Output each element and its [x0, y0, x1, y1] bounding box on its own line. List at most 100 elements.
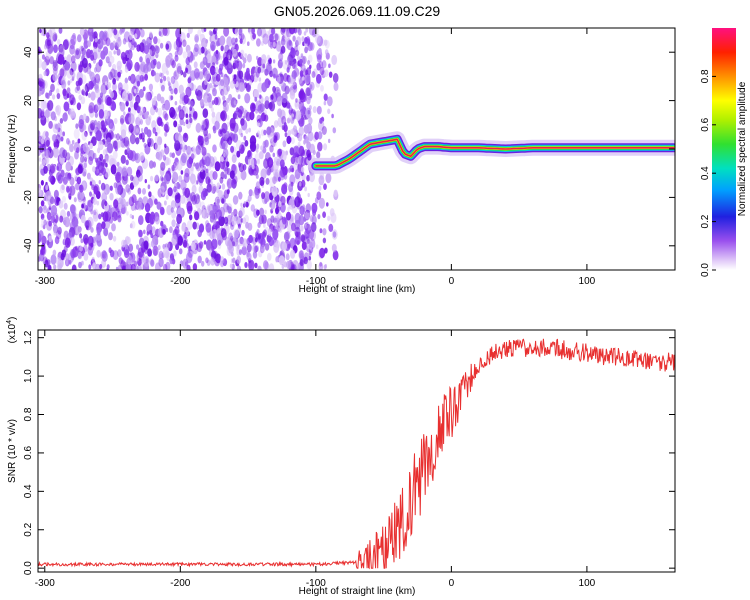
noise-cell — [113, 69, 119, 78]
noise-cell — [111, 63, 117, 72]
noise-cell — [215, 49, 219, 55]
noise-cell — [94, 112, 98, 118]
noise-cell — [226, 178, 233, 189]
noise-cell — [252, 191, 255, 196]
noise-cell — [188, 166, 194, 175]
noise-cell — [83, 244, 88, 253]
noise-cell — [162, 28, 168, 36]
noise-cell — [55, 257, 61, 265]
noise-cell — [304, 210, 310, 220]
noise-cell — [70, 61, 77, 72]
noise-cell — [73, 141, 80, 153]
noise-cell — [148, 191, 152, 198]
noise-cell — [309, 84, 313, 90]
noise-cell — [212, 203, 218, 213]
noise-cell — [84, 220, 90, 229]
noise-cell — [83, 237, 89, 246]
noise-cell — [76, 102, 82, 111]
noise-cell — [63, 101, 70, 112]
noise-cell — [257, 265, 262, 270]
noise-cell — [215, 197, 220, 206]
noise-cell — [317, 141, 323, 152]
noise-cell — [38, 133, 41, 142]
noise-cell — [273, 135, 278, 143]
noise-cell — [294, 196, 301, 208]
noise-cell — [103, 228, 109, 237]
noise-cell — [192, 221, 197, 230]
noise-cell — [215, 96, 221, 106]
noise-cell — [172, 79, 179, 91]
noise-cell — [51, 134, 56, 142]
noise-cell — [152, 127, 157, 134]
noise-cell — [245, 221, 250, 229]
noise-cell — [148, 214, 155, 225]
spectrogram-x-tick-label: 0 — [449, 276, 455, 287]
noise-cell — [297, 28, 302, 36]
noise-cell — [89, 181, 93, 186]
noise-cell — [166, 70, 169, 76]
noise-cell — [109, 192, 114, 201]
noise-cell — [286, 67, 290, 73]
noise-cell — [198, 43, 201, 49]
noise-cell — [295, 49, 300, 57]
noise-cell — [331, 243, 337, 253]
noise-cell — [328, 71, 333, 78]
noise-cell — [244, 75, 247, 81]
noise-cell — [142, 137, 145, 143]
noise-cell — [126, 236, 131, 245]
noise-cell — [221, 183, 226, 190]
noise-cell — [50, 83, 55, 93]
noise-cell — [56, 162, 63, 172]
noise-cell — [223, 152, 226, 158]
noise-cell — [101, 192, 108, 203]
noise-cell — [117, 215, 122, 223]
noise-cell — [190, 148, 197, 160]
noise-cell — [88, 80, 94, 90]
noise-cell — [248, 189, 253, 197]
noise-cell — [277, 59, 283, 69]
noise-cell — [222, 85, 229, 96]
noise-cell — [76, 176, 82, 185]
noise-cell — [301, 76, 305, 81]
noise-cell — [174, 71, 178, 77]
noise-cell — [92, 263, 96, 270]
noise-cell — [186, 252, 193, 264]
noise-cell — [189, 70, 196, 81]
noise-cell — [203, 240, 207, 245]
noise-cell — [273, 120, 279, 128]
noise-cell — [317, 131, 323, 140]
noise-cell — [143, 126, 149, 135]
noise-cell — [264, 95, 270, 105]
noise-cell — [267, 228, 272, 236]
noise-cell — [162, 110, 168, 119]
noise-cell — [318, 61, 324, 69]
noise-cell — [110, 55, 115, 64]
noise-cell — [71, 264, 77, 270]
noise-cell — [137, 113, 142, 122]
noise-cell — [267, 54, 270, 60]
noise-cell — [78, 64, 83, 73]
noise-cell — [46, 32, 50, 39]
noise-cell — [257, 130, 261, 136]
noise-cell — [186, 220, 193, 230]
noise-cell — [139, 110, 143, 116]
noise-cell — [204, 156, 211, 167]
noise-cell — [279, 159, 285, 168]
noise-cell — [127, 110, 132, 118]
snr-x-tick-label: 0 — [449, 578, 455, 589]
noise-cell — [250, 102, 256, 113]
noise-cell — [165, 43, 170, 50]
noise-cell — [203, 28, 207, 32]
noise-cell — [155, 216, 160, 225]
noise-cell — [324, 247, 328, 254]
noise-cell — [237, 51, 241, 57]
noise-cell — [135, 254, 140, 262]
noise-cell — [241, 229, 245, 236]
noise-cell — [323, 143, 328, 151]
noise-cell — [184, 261, 188, 267]
noise-cell — [128, 75, 132, 81]
noise-cell — [41, 54, 46, 60]
noise-cell — [226, 161, 230, 168]
noise-cell — [65, 253, 70, 261]
snr-series-line — [38, 338, 675, 570]
